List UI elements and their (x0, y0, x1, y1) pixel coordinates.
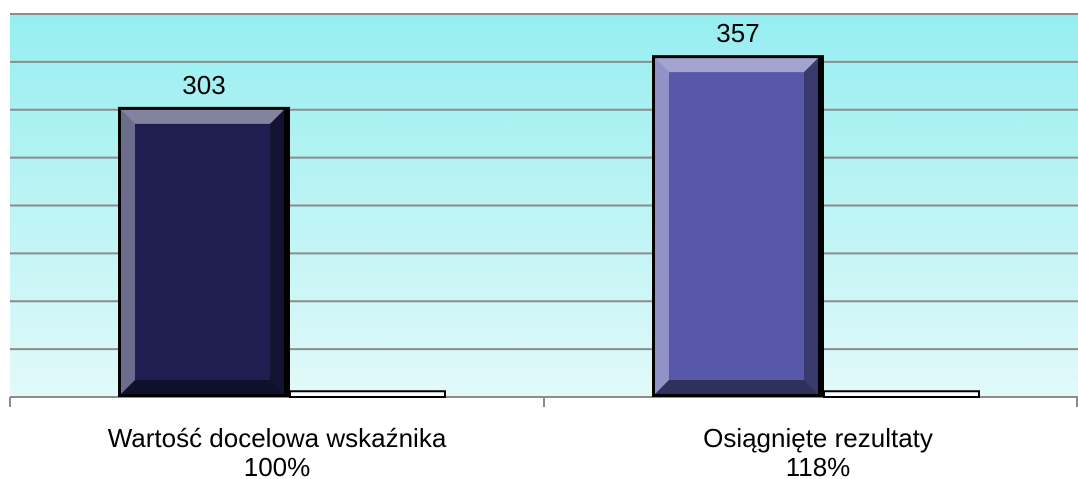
bar (121, 109, 284, 394)
bar-bevel (121, 109, 135, 394)
x-tick-note: 100% (244, 452, 311, 479)
x-tick-note: 118% (786, 452, 851, 479)
data-label: 303 (182, 70, 225, 100)
bar-bevel (270, 109, 284, 394)
bar-bevel (804, 58, 818, 395)
bar (655, 58, 818, 395)
bar-bevel (655, 58, 669, 395)
bar-bevel (121, 380, 284, 394)
bar (823, 390, 980, 399)
bar-bevel (121, 109, 284, 124)
bar (289, 390, 446, 399)
bar-bevel (655, 58, 818, 73)
data-label: 357 (716, 18, 759, 48)
bar-bevel (655, 380, 818, 394)
x-tick-label: Wartość docelowa wskaźnika (108, 423, 447, 453)
x-tick-label: Osiągnięte rezultaty (703, 423, 933, 453)
